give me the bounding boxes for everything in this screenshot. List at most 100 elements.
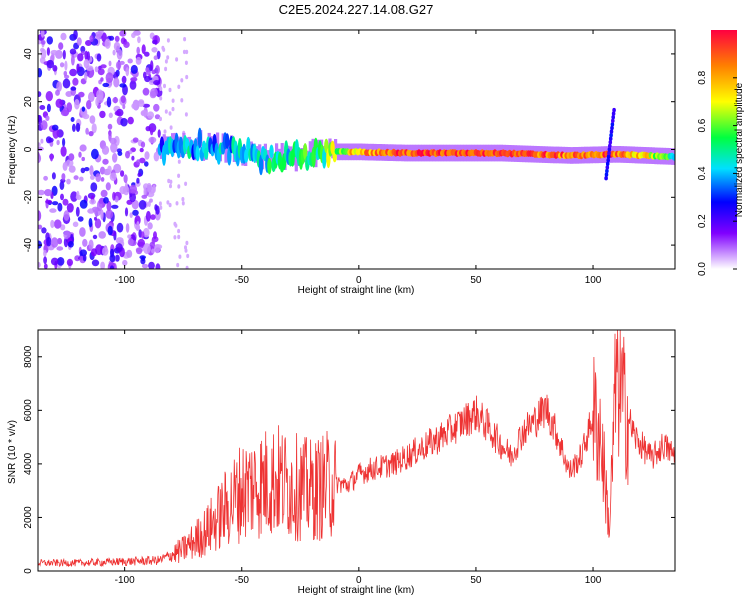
noise-blob — [150, 60, 154, 72]
spike-blob — [612, 107, 616, 113]
noise-blob — [74, 255, 81, 262]
noise-blob — [78, 91, 85, 98]
noise-blob — [38, 91, 42, 97]
snr-background — [38, 330, 675, 571]
noise-blob — [161, 45, 165, 51]
noise-blob — [171, 98, 175, 103]
noise-blob — [143, 227, 150, 238]
noise-blob — [40, 47, 45, 53]
noise-blob — [104, 38, 111, 49]
spectrogram-panel: -100 -50 0 50 100 -40 -20 0 20 40 Height of strai… — [7, 29, 676, 296]
noise-blob — [79, 199, 88, 209]
noise-blob — [140, 231, 145, 239]
noise-blob — [137, 36, 141, 44]
snr-y-axis-label: SNR (10 * v/v) — [7, 420, 18, 484]
noise-blob — [76, 37, 82, 46]
noise-blob — [140, 109, 148, 117]
noise-blob — [168, 87, 172, 93]
noise-blob — [59, 181, 65, 190]
noise-blob — [51, 124, 59, 131]
noise-blob — [176, 262, 180, 268]
spike-blob — [609, 133, 613, 138]
noise-blob — [149, 198, 153, 203]
noise-blob — [65, 159, 74, 167]
spike-blob — [604, 172, 609, 177]
noise-blob — [71, 54, 75, 66]
noise-blob — [43, 263, 48, 269]
spike-blob — [604, 176, 608, 181]
noise-blob — [80, 45, 86, 53]
noise-blob — [129, 212, 133, 219]
noise-blob — [131, 199, 139, 210]
noise-blob — [62, 198, 69, 206]
noise-blob — [45, 115, 50, 121]
noise-blob — [63, 210, 70, 221]
noise-blob — [116, 222, 124, 233]
noise-blob — [177, 184, 181, 189]
noise-blob — [90, 175, 95, 180]
noise-blob — [106, 200, 112, 212]
noise-blob — [77, 53, 84, 62]
noise-blob — [102, 158, 109, 165]
noise-blob — [107, 123, 113, 130]
noise-blob — [79, 176, 84, 182]
noise-blob — [110, 142, 118, 153]
y-tick-label: 6000 — [23, 399, 34, 422]
noise-blob — [135, 56, 142, 65]
noise-blob — [70, 117, 75, 122]
spike-blob — [607, 150, 611, 156]
noise-blob — [99, 110, 106, 119]
noise-blob — [143, 71, 147, 79]
noise-blob — [145, 210, 151, 222]
noise-blob — [130, 77, 138, 82]
noise-blob — [166, 55, 170, 60]
spike-blob — [608, 143, 612, 149]
noise-blob — [58, 42, 64, 50]
noise-blob — [166, 38, 170, 43]
noise-blob — [66, 258, 73, 266]
noise-blob — [94, 216, 97, 221]
noise-blob — [151, 248, 155, 254]
noise-blob — [124, 207, 129, 217]
noise-blob — [183, 37, 187, 42]
noise-blob — [158, 201, 162, 206]
noise-blob — [84, 71, 88, 81]
noise-blob — [185, 265, 189, 269]
noise-blob — [86, 100, 92, 110]
noise-blob — [111, 204, 119, 209]
noise-blob — [181, 201, 185, 206]
spike-blob — [605, 165, 610, 170]
noise-blob — [130, 64, 138, 74]
noise-blob — [137, 172, 142, 177]
noise-blob — [184, 181, 188, 186]
x-tick-label: 100 — [585, 575, 602, 586]
noise-blob — [46, 236, 52, 247]
noise-blob — [46, 47, 51, 56]
noise-blob — [115, 243, 123, 252]
noise-blob — [114, 35, 120, 43]
spike-blob — [611, 111, 616, 116]
noise-blob — [38, 68, 43, 78]
noise-blob — [153, 231, 157, 240]
noise-blob — [167, 178, 171, 184]
noise-blob — [123, 41, 130, 48]
noise-blob — [143, 186, 147, 197]
noise-blob — [79, 227, 86, 237]
noise-blob — [55, 98, 63, 109]
noise-blob — [153, 103, 160, 112]
noise-blob — [163, 83, 166, 89]
noise-blob — [105, 182, 111, 191]
noise-blob — [146, 69, 151, 76]
noise-blob — [102, 82, 110, 88]
noise-blob — [41, 227, 47, 234]
noise-blob — [88, 208, 93, 214]
noise-blob — [84, 50, 88, 61]
noise-blob — [154, 204, 158, 211]
noise-blob — [74, 99, 80, 110]
noise-blob — [38, 210, 42, 222]
noise-blob — [148, 136, 157, 144]
noise-blob — [88, 91, 95, 103]
noise-blob — [100, 209, 104, 220]
noise-blob — [82, 254, 87, 262]
noise-blob — [98, 231, 106, 239]
